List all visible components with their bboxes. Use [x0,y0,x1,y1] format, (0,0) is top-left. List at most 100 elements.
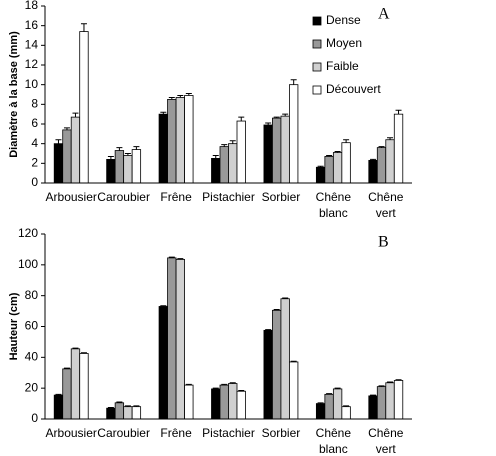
error-bar [107,155,114,160]
y-tick-label: 16 [25,18,39,32]
bar [106,158,116,184]
bar [368,159,378,184]
x-tick-label: Chêne vert [368,426,404,456]
y-tick-label: 6 [31,116,38,130]
y-tick-label: 2 [31,156,38,170]
x-tick-label: Chêne blanc [316,426,352,456]
error-bar [395,109,402,115]
y-tick-label: 60 [25,319,39,333]
bar [131,149,142,184]
error-bar [317,402,324,404]
panel-label: A [378,6,390,23]
error-bar [229,382,236,384]
bar [114,150,125,184]
bar [341,142,351,184]
bar [315,403,326,420]
error-bar [282,297,289,299]
error-bar [221,383,228,386]
bar [211,388,221,420]
error-bar [343,405,350,407]
bar [114,402,125,420]
bar [106,407,116,420]
bar [376,147,387,184]
bar [341,406,351,420]
error-bar [265,122,272,125]
bar [70,348,81,420]
error-bar [185,93,192,96]
bar [70,116,81,184]
bar [158,113,168,184]
y-tick-label: 14 [25,38,39,52]
x-tick-label: Frêne [160,426,192,440]
bar [62,129,72,184]
error-bar [63,127,70,130]
legend-label: Faible [326,59,359,73]
y-tick-label: 20 [25,380,39,394]
error-bar [168,256,175,258]
error-bar [387,381,394,383]
x-tick-label: Sorbier [262,190,301,204]
bar [368,395,378,420]
bar [393,380,404,420]
bar [158,306,168,420]
x-tick-label: Chêne vert [368,190,404,220]
error-bar [160,111,167,115]
bar [280,115,290,184]
error-bar [124,405,131,407]
error-bar [107,406,114,409]
bar [53,394,64,420]
error-bar [116,401,123,403]
error-bar [395,379,402,381]
y-tick-label: 120 [18,226,38,240]
error-bar [221,144,228,147]
error-bar [273,309,280,311]
y-axis-label: Hauteur (cm) [8,292,20,360]
error-bar [72,347,79,349]
legend-swatch [312,62,322,72]
error-bar [334,387,341,389]
error-bar [229,140,236,144]
y-tick-label: 12 [25,57,39,71]
bar [315,166,326,184]
bar [324,156,334,184]
bar [228,383,238,420]
bar [280,298,290,420]
bar [79,353,89,420]
error-bar [317,165,324,168]
error-bar [282,113,289,117]
y-tick-label: 8 [31,97,38,111]
error-bar [238,116,245,122]
error-bar [124,153,131,156]
bar [272,117,282,184]
error-bar [63,367,70,369]
bar [175,97,185,184]
bar [263,329,273,420]
bar [385,382,395,420]
bar [376,386,387,420]
legend-label: Moyen [326,36,362,50]
error-bar [80,352,87,354]
bar [324,393,334,420]
y-tick-label: 10 [25,77,39,91]
error-bar [177,258,184,260]
error-bar [326,154,333,157]
bar [289,361,299,420]
error-bar [265,329,272,331]
error-bar [55,139,62,144]
bar [167,99,177,184]
y-tick-label: 4 [31,136,38,150]
bar [289,84,299,184]
bar [131,406,142,420]
legend-swatch [312,85,322,95]
error-bar [116,147,123,151]
y-tick-label: 18 [25,0,39,12]
bar [272,309,282,420]
bar [228,143,238,184]
bar [211,158,221,184]
bar [263,124,273,184]
y-tick-label: 0 [31,411,38,425]
x-tick-label: Sorbier [262,426,301,440]
x-tick-label: Frêne [160,190,192,204]
error-bar [343,139,350,143]
legend-swatch [312,16,322,26]
